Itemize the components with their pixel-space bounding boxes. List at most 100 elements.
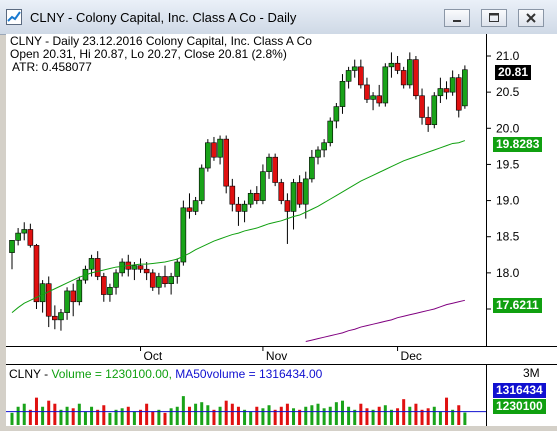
volume-bar <box>59 409 63 425</box>
candle-up <box>388 62 395 68</box>
volume-ma-tag: 1316434 <box>493 383 546 398</box>
candle-up <box>9 240 15 253</box>
candle-up <box>345 70 352 82</box>
candle-down <box>376 95 383 104</box>
chart-info-ohlc-line: Open 20.31, Hi 20.87, Lo 20.27, Close 20… <box>10 47 287 61</box>
candle-up <box>382 66 389 104</box>
volume-bar <box>249 411 253 425</box>
candle-up <box>107 287 113 295</box>
candle-down <box>278 182 285 201</box>
volume-bar <box>383 405 387 425</box>
volume-bar <box>175 406 179 425</box>
date-axis-label: Dec <box>401 349 422 363</box>
volume-bar <box>108 412 112 425</box>
candle-up <box>339 80 346 107</box>
volume-bar <box>359 403 363 425</box>
candle-up <box>21 229 28 234</box>
volume-bar <box>212 409 216 425</box>
candle-up <box>462 69 468 107</box>
maximize-button[interactable] <box>481 9 507 27</box>
candle-up <box>131 265 138 270</box>
candle-down <box>70 290 76 303</box>
candle-up <box>192 200 199 212</box>
volume-bar <box>224 400 228 425</box>
price-axis-tick-label: 20.5 <box>496 85 520 99</box>
ma-fast-line <box>11 140 466 313</box>
candle-up <box>327 120 334 144</box>
candle-up <box>15 232 21 241</box>
date-axis-label: Nov <box>266 349 287 363</box>
close-button[interactable] <box>518 9 544 27</box>
volume-bar <box>47 400 51 425</box>
candle-up <box>217 138 223 158</box>
candle-up <box>315 149 321 158</box>
volume-bar <box>16 406 20 425</box>
volume-bar <box>426 408 430 425</box>
candle-up <box>351 66 358 71</box>
volume-bar <box>371 409 375 425</box>
candle-down <box>27 229 34 246</box>
candle-up <box>431 95 438 125</box>
candle-up <box>174 261 181 277</box>
close-icon <box>526 13 536 23</box>
title-bar[interactable]: CLNY - Colony Capital, Inc. Class A Co -… <box>0 0 557 35</box>
candle-down <box>211 142 217 158</box>
volume-pane[interactable]: CLNY - Volume = 1230100.00, MA50volume =… <box>6 364 486 426</box>
volume-bar <box>157 409 161 425</box>
volume-bar <box>126 406 130 425</box>
candle-down <box>358 66 364 86</box>
price-axis[interactable]: 21.020.520.019.519.018.518.017.5 20.81 1… <box>486 34 557 346</box>
candle-up <box>198 167 205 201</box>
volume-bar <box>28 409 32 425</box>
volume-bar <box>218 406 222 425</box>
volume-bar <box>261 408 265 425</box>
candle-up <box>241 203 248 212</box>
volume-bar <box>285 403 289 425</box>
candle-down <box>254 193 260 201</box>
volume-bar <box>151 411 155 425</box>
price-axis-tick-label: 19.5 <box>496 157 520 171</box>
candle-down <box>272 156 278 183</box>
candle-down <box>425 117 431 125</box>
volume-bar <box>169 408 173 425</box>
volume-bar <box>200 402 204 425</box>
volume-bar <box>230 403 234 425</box>
volume-bar <box>255 406 259 425</box>
candle-down <box>419 95 425 118</box>
volume-bar <box>328 406 332 425</box>
candle-up <box>88 258 95 270</box>
volume-bar <box>396 408 400 425</box>
candle-down <box>229 185 236 205</box>
ma-slow-line <box>305 299 465 343</box>
minimize-button[interactable] <box>444 9 470 27</box>
candle-up <box>333 106 340 122</box>
volume-bar <box>457 405 461 425</box>
volume-bar <box>304 406 308 425</box>
candle-down <box>143 268 150 274</box>
volume-label-ma: MA50volume = 1316434.00 <box>175 367 323 381</box>
candlestick-chart <box>9 52 468 343</box>
candle-up <box>260 171 266 201</box>
volume-bar <box>451 409 455 425</box>
candle-up <box>247 193 254 205</box>
volume-bar <box>41 406 45 425</box>
volume-bar <box>322 408 326 425</box>
volume-bar <box>377 406 381 425</box>
candle-down <box>101 276 107 295</box>
volume-bar <box>114 409 118 425</box>
volume-bar <box>206 405 210 425</box>
minimize-icon <box>453 20 461 22</box>
window-title: CLNY - Colony Capital, Inc. Class A Co -… <box>30 10 297 25</box>
volume-bar <box>163 412 167 425</box>
candle-down <box>364 84 370 100</box>
volume-bar <box>310 405 314 425</box>
candle-up <box>302 178 309 205</box>
candle-up <box>113 272 119 288</box>
volume-bar <box>83 411 87 425</box>
volume-bar <box>65 406 69 425</box>
candle-up <box>180 207 187 263</box>
volume-bar <box>96 409 100 425</box>
volume-bar <box>365 408 369 425</box>
price-chart-pane[interactable]: CLNY - Daily 23.12.2016 Colony Capital, … <box>6 34 486 346</box>
